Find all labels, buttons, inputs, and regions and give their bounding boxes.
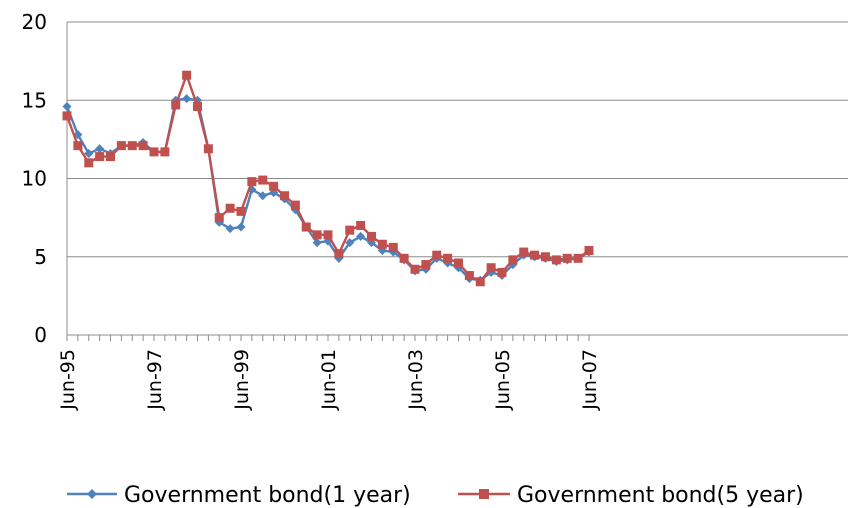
y-tick-labels: 0 5 10 15 20 [22, 10, 47, 347]
data-point [345, 225, 355, 235]
data-point [530, 250, 540, 260]
y-tick-label: 5 [34, 245, 47, 269]
x-tick-label: Jun-03 [405, 349, 427, 411]
data-point [410, 264, 420, 274]
data-point [388, 242, 398, 252]
data-point [95, 152, 105, 162]
series-2 [62, 70, 594, 287]
data-point [225, 203, 235, 213]
data-point [356, 231, 366, 241]
data-point [225, 224, 235, 234]
data-point [269, 181, 279, 191]
x-tick-labels: Jun-95 Jun-97 Jun-99 Jun-01 Jun-03 Jun-05 Jun-… [57, 349, 601, 411]
data-point [443, 253, 453, 263]
data-point [193, 102, 202, 112]
data-point [519, 247, 529, 257]
data-point [280, 191, 289, 201]
legend-marker [479, 489, 489, 499]
legend-item-1: Government bond(1 year) [67, 483, 411, 508]
data-point [573, 253, 583, 263]
y-tick-label: 20 [22, 10, 47, 34]
data-point [541, 252, 550, 262]
data-point [116, 141, 126, 151]
data-point [290, 200, 300, 210]
data-point [182, 70, 192, 80]
axes [66, 22, 848, 341]
data-point [84, 148, 94, 158]
legend-item-2: Government bond(5 year) [458, 483, 804, 508]
data-point [464, 271, 474, 281]
legend-label: Government bond(5 year) [517, 483, 804, 508]
data-point [356, 220, 366, 230]
data-point [432, 250, 442, 260]
data-point [301, 222, 311, 232]
legend: Government bond(1 year) Government bond(5… [67, 483, 804, 508]
data-point [84, 158, 94, 168]
plot-area [62, 70, 594, 287]
data-point [475, 277, 485, 287]
data-point [497, 267, 507, 277]
data-point [160, 147, 170, 157]
data-point [421, 260, 431, 270]
y-tick-label: 15 [22, 88, 47, 112]
data-point [584, 245, 594, 255]
data-point [367, 231, 376, 241]
data-point [312, 230, 322, 240]
data-point [62, 102, 72, 112]
data-point [508, 255, 518, 265]
data-point [127, 141, 137, 151]
data-point [345, 238, 355, 248]
series-line [65, 97, 590, 282]
data-point [62, 111, 72, 121]
data-point [236, 206, 246, 216]
y-tick-label: 10 [22, 167, 47, 191]
x-tick-label: Jun-01 [318, 349, 340, 411]
data-point [334, 249, 344, 259]
data-point [95, 144, 105, 154]
data-point [149, 147, 159, 157]
x-tick-label: Jun-99 [231, 349, 253, 411]
data-point [454, 258, 463, 268]
data-point [182, 94, 192, 104]
y-tick-label: 0 [34, 323, 47, 347]
data-point [486, 263, 496, 273]
data-point [214, 213, 224, 223]
data-point [73, 141, 83, 151]
x-tick-label: Jun-97 [144, 349, 166, 411]
data-point [203, 144, 213, 154]
data-point [247, 177, 257, 187]
data-point [312, 238, 322, 248]
data-point [258, 191, 268, 201]
data-point [551, 255, 561, 265]
data-point [106, 152, 115, 162]
data-point [399, 253, 409, 263]
data-point [138, 141, 148, 151]
x-tick-label: Jun-05 [492, 349, 514, 411]
x-tick-label: Jun-95 [57, 349, 79, 411]
data-point [258, 175, 268, 185]
data-point [562, 253, 572, 263]
legend-label: Government bond(1 year) [124, 483, 411, 508]
data-point [171, 100, 181, 110]
data-point [377, 239, 387, 249]
x-tick-label: Jun-07 [579, 349, 601, 411]
data-point [236, 222, 246, 232]
data-point [323, 230, 333, 240]
gridlines [67, 21, 848, 258]
legend-marker [87, 489, 97, 499]
